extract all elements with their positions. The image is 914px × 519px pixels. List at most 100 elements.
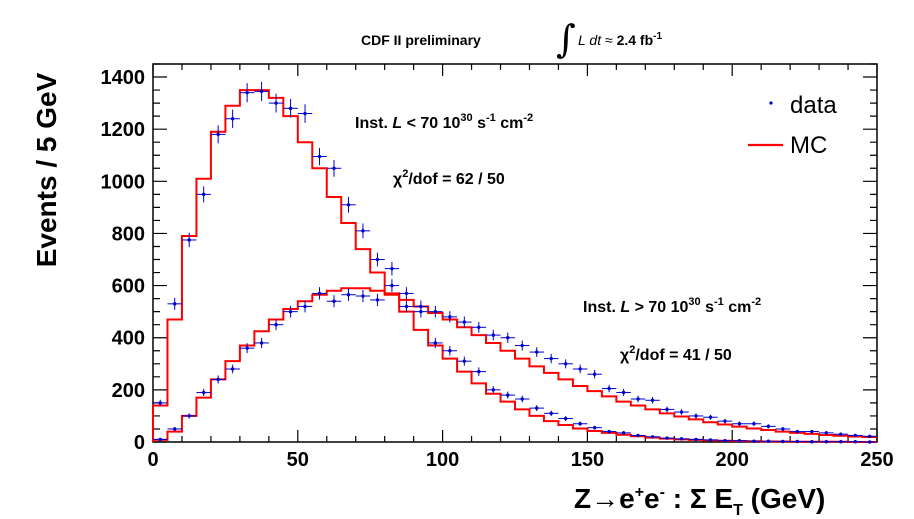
data-point: [674, 437, 689, 441]
legend-data-marker: [769, 101, 773, 105]
data-point: [341, 288, 356, 301]
data-point: [341, 196, 356, 213]
data-point: [181, 413, 197, 419]
x-tick-label: 100: [426, 449, 459, 471]
data-point: [529, 405, 544, 412]
data-point: [399, 300, 414, 313]
data-point: [196, 186, 211, 203]
data-point: [616, 431, 631, 435]
data-point: [500, 332, 515, 343]
x-axis-title: Z→e+e- : Σ ET (GeV): [574, 483, 825, 519]
data-point: [254, 337, 269, 349]
data-point: [225, 109, 240, 128]
data-point: [384, 279, 400, 292]
x-tick-label: 0: [147, 449, 158, 471]
data-point: [761, 439, 776, 443]
data-point: [848, 440, 863, 444]
data-point: [326, 295, 342, 308]
data-point: [399, 287, 414, 300]
data-point: [210, 125, 226, 144]
mc-histogram-line: [152, 89, 877, 443]
data-point: [703, 414, 718, 420]
data-point: [848, 433, 863, 438]
data-point: [587, 425, 602, 430]
data-point: [225, 364, 240, 374]
data-point: [428, 337, 443, 349]
data-point: [471, 321, 487, 333]
data-point: [457, 316, 472, 328]
y-tick-label: 1200: [101, 119, 146, 141]
data-point: [572, 421, 588, 426]
data-point: [790, 429, 805, 434]
data-point: [572, 364, 588, 374]
series-layer: [152, 81, 877, 444]
x-tick-labels: 0 50 100 150 200 250: [147, 449, 893, 471]
data-point: [732, 438, 747, 443]
data-point: [775, 439, 791, 444]
data-point: [486, 386, 501, 394]
header-luminosity: L dt ≈ 2.4 fb-1: [578, 31, 662, 48]
data-point: [370, 252, 385, 267]
data-point: [819, 431, 834, 435]
data-point: [746, 439, 762, 443]
data-point: [312, 147, 327, 166]
y-axis-title: Events / 5 GeV: [31, 72, 62, 267]
y-tick-label: 1000: [101, 171, 146, 193]
mc-histogram-line: [152, 287, 877, 442]
data-point: [167, 427, 182, 431]
data-point: [790, 439, 805, 444]
data-point: [688, 437, 704, 442]
data-point: [833, 432, 849, 436]
data-point: [370, 293, 385, 307]
y-tick-label: 0: [134, 432, 145, 454]
data-point: [210, 375, 226, 384]
data-point: [674, 409, 689, 415]
y-tick-label: 800: [112, 223, 145, 245]
data-point: [283, 305, 298, 318]
data-point: [558, 359, 573, 369]
data-point: [239, 83, 255, 103]
y-tick-label: 600: [112, 276, 145, 298]
x-tick-label: 250: [860, 449, 893, 471]
y-tick-label: 1400: [101, 67, 146, 89]
data-point: [819, 440, 834, 444]
data-point: [254, 81, 269, 101]
data-point: [268, 93, 284, 113]
data-point: [283, 98, 298, 118]
data-point: [239, 343, 255, 354]
annotation-low-lumi: Inst. L < 70 1030 s-1 cm-2: [355, 112, 533, 132]
x-tick-label: 50: [287, 449, 309, 471]
data-point: [153, 399, 168, 407]
plot-frame: [152, 63, 878, 443]
data-point: [659, 436, 675, 440]
data-point: [761, 424, 776, 429]
series-data-1: [153, 81, 877, 444]
data-point: [515, 340, 530, 351]
data-point: [297, 104, 313, 123]
data-point: [167, 297, 182, 310]
data-point: [196, 388, 211, 397]
data-point: [703, 438, 718, 442]
data-point: [500, 391, 515, 399]
data-point: [428, 305, 443, 318]
data-point: [717, 438, 733, 443]
data-point: [355, 289, 371, 303]
data-point: [529, 347, 544, 357]
data-point: [515, 395, 530, 403]
legend-data-label: data: [790, 92, 837, 119]
data-point: [616, 388, 631, 397]
x-tick-label: 150: [571, 449, 604, 471]
data-point: [645, 396, 660, 404]
annotation-low-chi2: χ2/dof = 62 / 50: [393, 168, 505, 188]
data-point: [486, 329, 501, 341]
x-tick-label: 200: [716, 449, 749, 471]
annotation-high-chi2: χ2/dof = 41 / 50: [620, 344, 732, 364]
integral-sign: ∫: [556, 17, 576, 61]
data-point: [862, 434, 877, 438]
data-point: [746, 421, 762, 426]
data-point: [558, 416, 573, 422]
y-tick-label: 200: [112, 380, 145, 402]
data-point: [457, 356, 472, 366]
data-point: [717, 418, 733, 424]
